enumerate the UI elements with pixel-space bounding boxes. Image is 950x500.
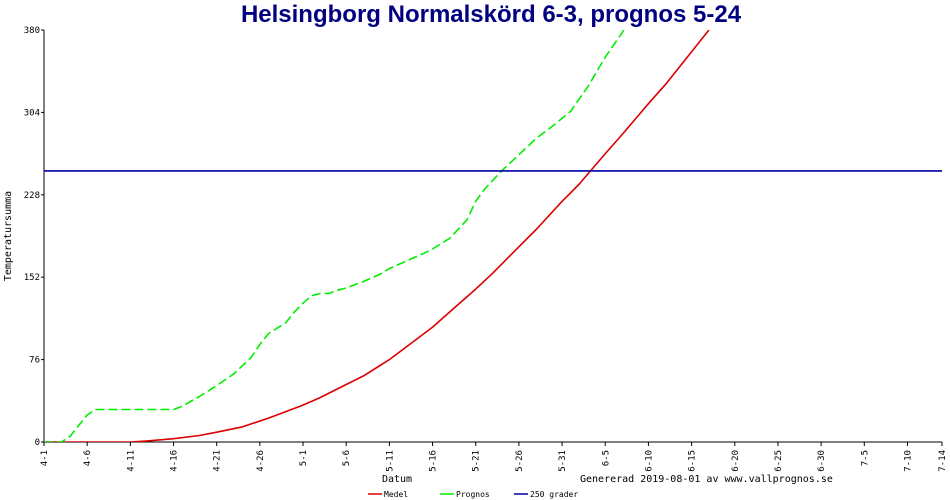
x-tick-label: 4-26 — [256, 450, 266, 472]
y-ticks: 0 76 152 228 304 380 — [24, 26, 44, 448]
legend: Medel Prognos 250 grader — [368, 490, 578, 499]
x-tick-label: 5-11 — [385, 450, 395, 472]
y-tick-label: 76 — [29, 356, 40, 366]
x-tick-label: 5-21 — [472, 450, 482, 472]
x-tick-label: 5-16 — [429, 450, 439, 472]
x-ticks: 4-1 4-6 4-11 4-16 4-21 4-26 5-1 5-6 5-11 5-16 5-21… — [40, 442, 948, 472]
series-group — [44, 30, 942, 442]
x-tick-label: 6-25 — [774, 450, 784, 472]
x-tick-label: 6-20 — [731, 450, 741, 472]
x-tick-label: 4-16 — [170, 450, 180, 472]
y-tick-label: 0 — [35, 438, 40, 448]
x-tick-label: 4-6 — [83, 450, 93, 466]
y-tick-label: 152 — [24, 273, 40, 283]
x-tick-label: 5-1 — [299, 450, 309, 466]
generated-footer: Genererad 2019-08-01 av www.vallprognos.… — [580, 474, 833, 485]
x-tick-label: 5-31 — [558, 450, 568, 472]
y-tick-label: 228 — [24, 191, 40, 201]
y-tick-label: 380 — [24, 26, 40, 36]
legend-label-3: 250 grader — [530, 490, 578, 499]
x-axis-label: Datum — [382, 474, 412, 485]
x-tick-label: 6-30 — [817, 450, 827, 472]
x-tick-label: 4-1 — [40, 450, 50, 466]
y-axis-label: Temperatursumma — [3, 191, 14, 281]
y-tick-label: 304 — [24, 108, 40, 118]
x-tick-label: 7-14 — [938, 450, 948, 472]
x-tick-label: 6-15 — [688, 450, 698, 472]
chart-title: Helsingborg Normalskörd 6-3, prognos 5-2… — [241, 1, 742, 28]
series-line-2 — [44, 30, 625, 442]
x-tick-label: 7-10 — [903, 450, 913, 472]
legend-label-2: Prognos — [456, 490, 490, 499]
x-tick-label: 7-5 — [860, 450, 870, 466]
x-tick-label: 4-11 — [126, 450, 136, 472]
x-tick-label: 5-26 — [515, 450, 525, 472]
series-line-1 — [44, 30, 710, 442]
x-tick-label: 4-21 — [213, 450, 223, 472]
legend-label-1: Medel — [384, 490, 408, 499]
x-tick-label: 6-10 — [644, 450, 654, 472]
x-tick-label: 5-6 — [342, 450, 352, 466]
x-tick-label: 6-5 — [601, 450, 611, 466]
